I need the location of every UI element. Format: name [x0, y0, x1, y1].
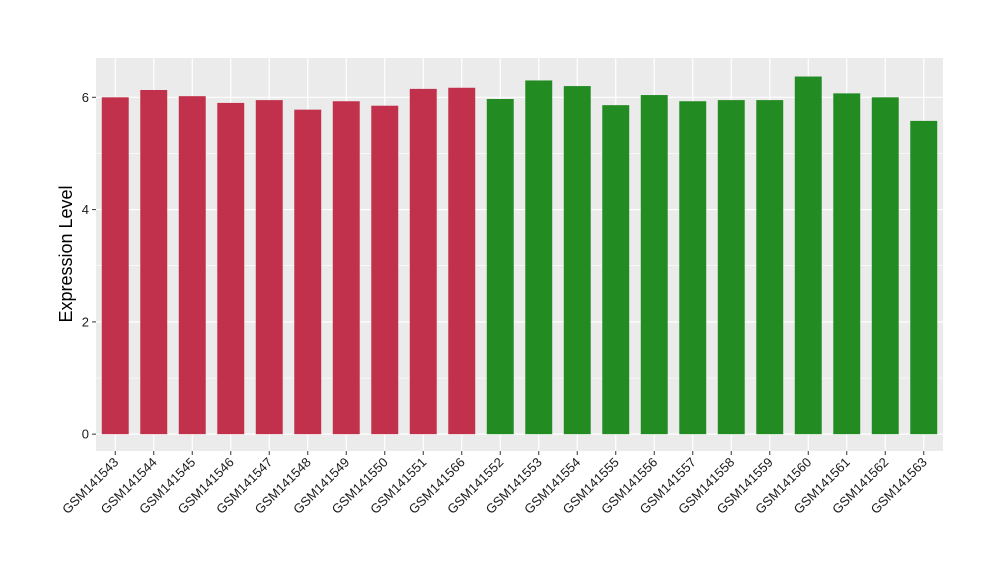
bar-GSM141547	[255, 100, 283, 435]
bar-GSM141548	[294, 109, 322, 435]
bar-GSM141561	[833, 93, 861, 435]
y-axis-title: Expression Level	[56, 185, 76, 322]
bar-GSM141556	[640, 95, 668, 435]
y-axis: 0 2 4 6	[82, 90, 96, 442]
bar-GSM141549	[332, 101, 360, 435]
bar-GSM141553	[525, 80, 553, 435]
bar-GSM141563	[910, 120, 938, 435]
bar-GSM141558	[717, 100, 745, 435]
y-tick-label: 0	[82, 427, 89, 442]
bars	[101, 76, 938, 435]
bar-GSM141543	[101, 97, 129, 435]
x-axis: GSM141543GSM141544GSM141545GSM141546GSM1…	[59, 451, 930, 517]
bar-GSM141551	[409, 88, 437, 435]
bar-GSM141562	[871, 97, 899, 435]
bar-GSM141544	[140, 90, 168, 435]
bar-GSM141559	[756, 100, 784, 435]
y-tick-label: 6	[82, 90, 89, 105]
bar-GSM141545	[178, 96, 206, 435]
bar-GSM141566	[448, 87, 476, 435]
bar-GSM141555	[602, 105, 630, 435]
bar-GSM141554	[563, 86, 591, 435]
bar-GSM141560	[794, 76, 822, 435]
y-tick-label: 2	[82, 314, 89, 329]
bar-GSM141552	[486, 98, 514, 435]
bar-GSM141557	[679, 101, 707, 435]
y-tick-label: 4	[82, 202, 89, 217]
bar-GSM141546	[217, 102, 245, 435]
bar-GSM141550	[371, 105, 399, 435]
